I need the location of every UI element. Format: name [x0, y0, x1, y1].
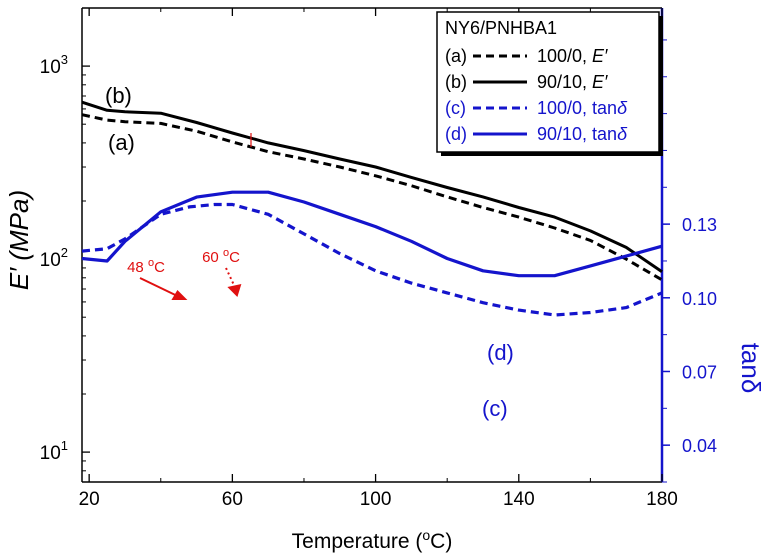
annotation-60C: 60 oC [202, 247, 240, 266]
legend-entry-tag: (d) [445, 124, 467, 144]
x-tick-label: 140 [503, 489, 535, 510]
legend-entry-text: 90/10, [537, 72, 592, 92]
legend-entry-italic: E′ [592, 46, 608, 66]
annotation-48C-text: 48 [127, 259, 148, 276]
legend-entry-italic: E′ [592, 72, 608, 92]
x-axis-label-sup: o [422, 527, 430, 543]
y-right-axis-label: tanδ [736, 343, 766, 394]
x-tick-label: 180 [646, 489, 678, 510]
x-tick-label: 60 [222, 489, 243, 510]
legend-entry-label: 100/0, E′ [537, 46, 608, 66]
arrow-60C-shaft [225, 267, 236, 287]
x-axis-label-tail: C) [430, 530, 452, 553]
y-right-tick-label: 0.07 [682, 362, 717, 382]
legend-entry-text: 100/0, tan [537, 98, 617, 118]
y-left-tick-exp: 2 [61, 245, 68, 260]
arrow-48C-shaft [139, 277, 178, 297]
y-right-tick-label: 0.10 [682, 289, 717, 309]
series-line-1 [81, 100, 663, 273]
curve-label: (c) [482, 396, 508, 421]
x-axis-label-text: Temperature ( [292, 530, 423, 553]
y-left-tick-label: 101 [40, 438, 68, 464]
y-left-tick-base: 10 [40, 57, 61, 78]
legend-entry-tag: (a) [445, 46, 467, 66]
y-left-tick-exp: 1 [61, 438, 68, 453]
legend-entry-text: 100/0, [537, 46, 592, 66]
series-line-2 [81, 202, 663, 317]
annotation-48C-sup: o [148, 257, 154, 269]
legend-entry-tag: (b) [445, 72, 467, 92]
legend-entry-label: 100/0, tanδ [537, 98, 628, 118]
curve-label: (d) [487, 340, 514, 365]
y-left-tick-base: 10 [40, 443, 61, 464]
y-left-axis-label: E′ (MPa) [4, 190, 34, 290]
y-left-tick-label: 103 [40, 52, 68, 78]
curve-label: (b) [105, 83, 132, 108]
annotation-60C-tail: C [229, 249, 240, 266]
legend-entry-text: 90/10, tan [537, 124, 617, 144]
legend-entry-tag: (c) [445, 98, 466, 118]
arrow-48C-head [171, 290, 188, 300]
x-tick-label: 20 [79, 489, 100, 510]
arrow-60C-head [227, 284, 242, 297]
legend-title: NY6/PNHBA1 [445, 18, 557, 38]
y-right-tick-label: 0.04 [682, 436, 717, 456]
legend-entry-italic: δ [617, 124, 628, 144]
annotation-60C-text: 60 [202, 249, 223, 266]
series-line-3 [81, 190, 663, 278]
annotation-48C: 48 oC [127, 257, 165, 276]
annotation-60C-sup: o [223, 247, 229, 259]
legend-entry-label: 90/10, E′ [537, 72, 608, 92]
y-left-tick-exp: 3 [61, 52, 68, 67]
x-axis-label: Temperature (oC) [292, 527, 453, 553]
curve-label: (a) [108, 130, 135, 155]
legend-entry-italic: δ [617, 98, 628, 118]
y-right-tick-label: 0.13 [682, 215, 717, 235]
y-left-tick-base: 10 [40, 250, 61, 271]
x-tick-label: 100 [360, 489, 392, 510]
y-left-tick-label: 102 [40, 245, 68, 271]
legend-entry-label: 90/10, tanδ [537, 124, 628, 144]
annotation-48C-tail: C [154, 259, 165, 276]
